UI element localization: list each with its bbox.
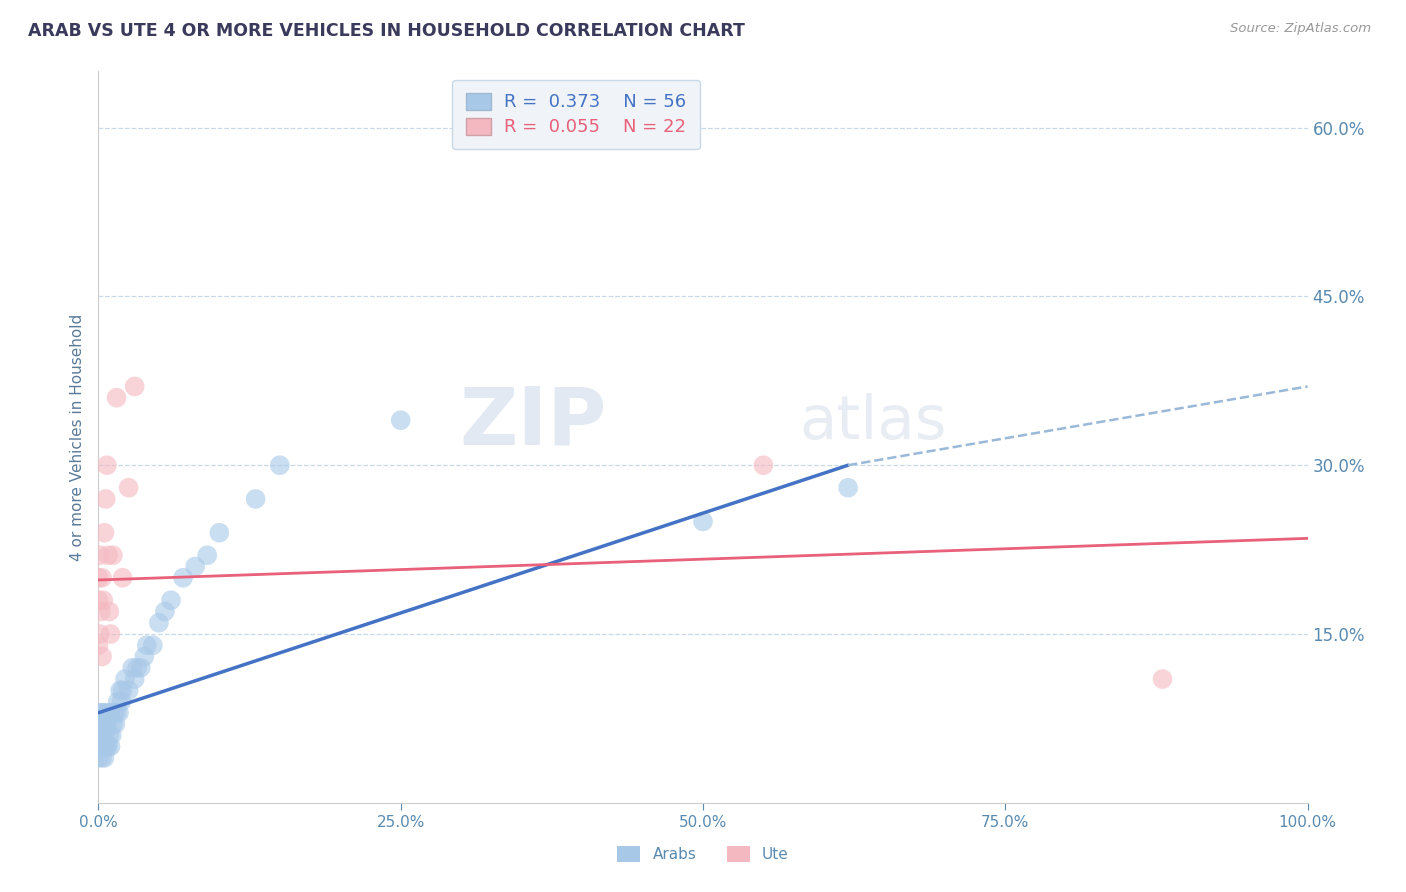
Point [98, 605, 121, 619]
Point [91, 706, 114, 720]
Point [118, 481, 141, 495]
Point [108, 706, 131, 720]
Point [100, 627, 122, 641]
Point [101, 717, 124, 731]
Point [104, 717, 127, 731]
Point [87, 571, 110, 585]
Point [97, 706, 120, 720]
Legend: Arabs, Ute: Arabs, Ute [612, 840, 794, 868]
Point [100, 706, 122, 720]
Point [97, 548, 120, 562]
Point [91, 571, 114, 585]
Point [93, 706, 115, 720]
Point [124, 379, 146, 393]
Point [111, 571, 134, 585]
Point [90, 605, 112, 619]
Point [108, 683, 131, 698]
Point [172, 571, 194, 585]
Point [135, 638, 157, 652]
Point [93, 525, 115, 540]
Point [142, 638, 165, 652]
Point [124, 672, 146, 686]
Point [89, 627, 111, 641]
Point [90, 717, 112, 731]
Point [245, 491, 267, 506]
Y-axis label: 4 or more Vehicles in Household: 4 or more Vehicles in Household [69, 313, 84, 561]
Point [87, 728, 110, 742]
Point [208, 525, 231, 540]
Point [91, 717, 114, 731]
Point [837, 481, 859, 495]
Point [87, 638, 110, 652]
Text: Source: ZipAtlas.com: Source: ZipAtlas.com [1230, 22, 1371, 36]
Point [114, 672, 136, 686]
Point [752, 458, 775, 473]
Point [90, 739, 112, 754]
Point [101, 548, 124, 562]
Point [269, 458, 291, 473]
Point [96, 458, 118, 473]
Point [93, 728, 115, 742]
Point [148, 615, 170, 630]
Point [98, 728, 121, 742]
Point [110, 694, 132, 708]
Text: atlas: atlas [800, 393, 948, 452]
Point [89, 739, 111, 754]
Point [89, 728, 111, 742]
Point [97, 739, 120, 754]
Point [94, 717, 117, 731]
Point [389, 413, 412, 427]
Point [1152, 672, 1174, 686]
Point [195, 548, 218, 562]
Point [87, 717, 110, 731]
Point [105, 391, 128, 405]
Text: ARAB VS UTE 4 OR MORE VEHICLES IN HOUSEHOLD CORRELATION CHART: ARAB VS UTE 4 OR MORE VEHICLES IN HOUSEH… [28, 22, 745, 40]
Point [91, 739, 114, 754]
Point [692, 515, 714, 529]
Text: ZIP: ZIP [458, 384, 606, 461]
Point [93, 751, 115, 765]
Point [121, 661, 143, 675]
Point [91, 593, 114, 607]
Point [103, 706, 125, 720]
Point [87, 751, 110, 765]
Point [111, 683, 134, 698]
Point [105, 706, 128, 720]
Point [118, 683, 141, 698]
Point [91, 728, 114, 742]
Point [100, 739, 122, 754]
Point [94, 491, 117, 506]
Point [96, 739, 118, 754]
Point [107, 694, 129, 708]
Point [153, 605, 176, 619]
Point [96, 717, 118, 731]
Point [134, 649, 156, 664]
Point [94, 739, 117, 754]
Point [160, 593, 183, 607]
Point [91, 751, 114, 765]
Point [129, 661, 152, 675]
Point [91, 649, 114, 664]
Point [184, 559, 207, 574]
Point [100, 728, 122, 742]
Point [89, 706, 111, 720]
Point [89, 548, 111, 562]
Point [87, 593, 110, 607]
Point [127, 661, 149, 675]
